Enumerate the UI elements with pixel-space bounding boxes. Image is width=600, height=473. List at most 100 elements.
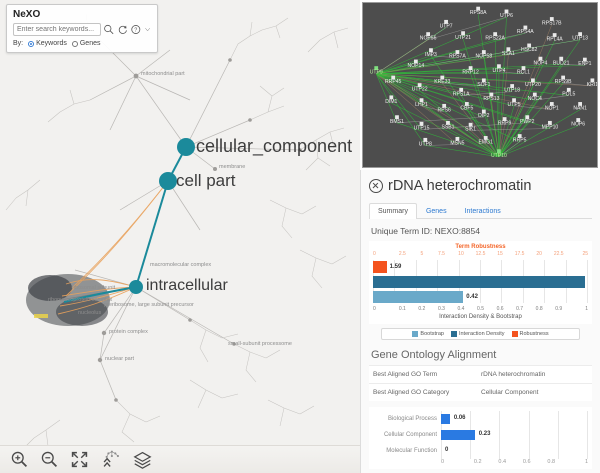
network-node-label[interactable]: UTP13 [572, 36, 588, 42]
network-node[interactable] [481, 50, 486, 54]
network-node-label[interactable]: DIP2 [478, 113, 489, 119]
network-node[interactable] [446, 120, 450, 125]
network-node[interactable] [419, 121, 424, 126]
network-node-label[interactable]: UTP21 [455, 35, 471, 41]
network-node[interactable] [552, 33, 557, 37]
tree-toolbar[interactable] [0, 445, 360, 473]
network-node[interactable] [559, 56, 564, 61]
network-node[interactable] [483, 136, 488, 140]
tree-label-cellular-component[interactable]: cellular_component [196, 136, 353, 156]
tab-summary[interactable]: Summary [369, 203, 417, 219]
network-node-label[interactable]: BUD21 [553, 60, 570, 66]
network-node-label[interactable]: PWP2 [520, 119, 535, 125]
network-node[interactable] [497, 64, 501, 69]
network-node-label[interactable]: UTP9 [370, 70, 383, 76]
network-node[interactable] [417, 83, 422, 87]
network-node-label[interactable]: NOP58 [476, 54, 493, 60]
network-node[interactable] [461, 31, 465, 36]
network-node[interactable] [502, 117, 507, 121]
network-node-label[interactable]: RPS8A [470, 10, 487, 16]
tab-interactions[interactable]: Interactions [464, 208, 501, 215]
network-node[interactable] [374, 66, 379, 70]
network-node[interactable] [481, 78, 486, 83]
network-node-label[interactable]: SOF1 [477, 82, 490, 88]
tree-label-membrane[interactable]: membrane [219, 164, 246, 170]
network-node[interactable] [549, 17, 554, 21]
network-node-label[interactable]: RPS13 [483, 96, 499, 102]
network-node-label[interactable]: SIK1 [465, 126, 476, 132]
network-node-label[interactable]: RPS7A [449, 54, 466, 60]
network-node[interactable] [459, 87, 464, 92]
network-node[interactable] [391, 75, 396, 80]
network-node-label[interactable]: RPS6 [438, 107, 451, 113]
tree-label-intracellular[interactable]: intracellular [146, 277, 228, 294]
network-node[interactable] [493, 32, 498, 36]
radio-keywords[interactable] [28, 40, 35, 47]
network-node[interactable] [455, 50, 460, 54]
network-node[interactable] [517, 134, 522, 138]
network-node-label[interactable]: LHP1 [415, 102, 428, 108]
network-node-label[interactable]: RRP12 [462, 70, 479, 76]
network-node[interactable] [532, 92, 537, 97]
network-node[interactable] [582, 57, 587, 62]
network-node[interactable] [455, 136, 460, 141]
network-node-label[interactable]: CBF5 [460, 106, 473, 112]
network-node[interactable] [464, 102, 469, 106]
network-node-label[interactable]: RCL1 [517, 70, 530, 76]
network-node-label[interactable]: RPS1A [453, 91, 470, 97]
network-node[interactable] [395, 115, 399, 120]
network-node-label[interactable]: UTP7 [440, 23, 453, 29]
network-node-label[interactable]: NOP6 [571, 122, 585, 128]
network-node[interactable] [531, 78, 535, 83]
network-node-label[interactable]: MSN5 [450, 141, 464, 147]
network-node-label[interactable]: UTP20 [525, 82, 541, 88]
network-node-label[interactable]: MPP10 [542, 124, 559, 130]
tree-label-mitochondrial-part[interactable]: mitochondrial part [141, 71, 185, 77]
network-node-label[interactable]: ENP1 [578, 61, 591, 67]
network-node-label[interactable]: NOP4 [534, 60, 548, 66]
tree-label-nucleolus[interactable]: nucleolus [78, 310, 102, 316]
zoom-out-icon[interactable] [40, 450, 59, 469]
network-node-label[interactable]: EMG1 [479, 140, 494, 146]
network-node-label[interactable]: RPS4A [517, 29, 534, 35]
network-node-label[interactable]: RPL4A [547, 37, 564, 43]
search-icon[interactable] [103, 23, 115, 36]
layers-icon[interactable] [133, 450, 152, 469]
tab-bar[interactable]: Summary Genes Interactions [369, 202, 592, 219]
network-node-label[interactable]: NOC4 [528, 96, 542, 102]
refresh-icon[interactable] [117, 23, 129, 36]
network-node-label[interactable]: SSA1 [502, 51, 515, 57]
network-node-label[interactable]: NOP1 [545, 106, 559, 112]
network-node[interactable] [576, 118, 581, 122]
network-node[interactable] [468, 66, 473, 70]
network-node-label[interactable]: NOP56 [420, 36, 437, 42]
network-node-label[interactable]: POL5 [562, 91, 575, 97]
network-node-label[interactable]: UTP5 [508, 102, 521, 108]
network-node[interactable] [440, 75, 445, 80]
network-node[interactable] [566, 87, 571, 92]
search-panel[interactable]: NeXO ? By: [6, 4, 158, 53]
network-node[interactable] [419, 98, 424, 103]
network-node-label[interactable]: UTP22 [412, 87, 428, 93]
network-node-label[interactable]: KRI1 [587, 82, 598, 88]
collapse-icon[interactable] [144, 23, 151, 36]
network-node[interactable] [426, 32, 431, 36]
network-node[interactable] [561, 75, 566, 80]
network-node-label[interactable]: NAN1 [573, 106, 587, 112]
network-node-label[interactable]: DIM1 [385, 99, 397, 105]
network-node-label[interactable]: SSB1 [441, 124, 454, 130]
tab-genes[interactable]: Genes [425, 208, 447, 215]
tree-label-macromolecular-complex[interactable]: macromolecular complex [150, 262, 212, 268]
tree-label-preribosome-precursor[interactable]: preribosome, large subunit precursor [104, 302, 194, 308]
network-node[interactable] [538, 56, 543, 61]
network-node[interactable] [523, 25, 528, 30]
network-node-label[interactable]: RPS9B [555, 79, 572, 85]
network-node-label[interactable]: RRP9 [498, 121, 512, 127]
network-node[interactable] [481, 109, 486, 114]
radio-genes[interactable] [71, 40, 78, 47]
network-node[interactable] [442, 103, 447, 108]
network-node-label[interactable]: RRP5 [513, 138, 527, 144]
network-node[interactable] [504, 9, 509, 14]
tree-label-protein-complex[interactable]: protein complex [109, 329, 148, 335]
network-node[interactable] [506, 47, 511, 52]
